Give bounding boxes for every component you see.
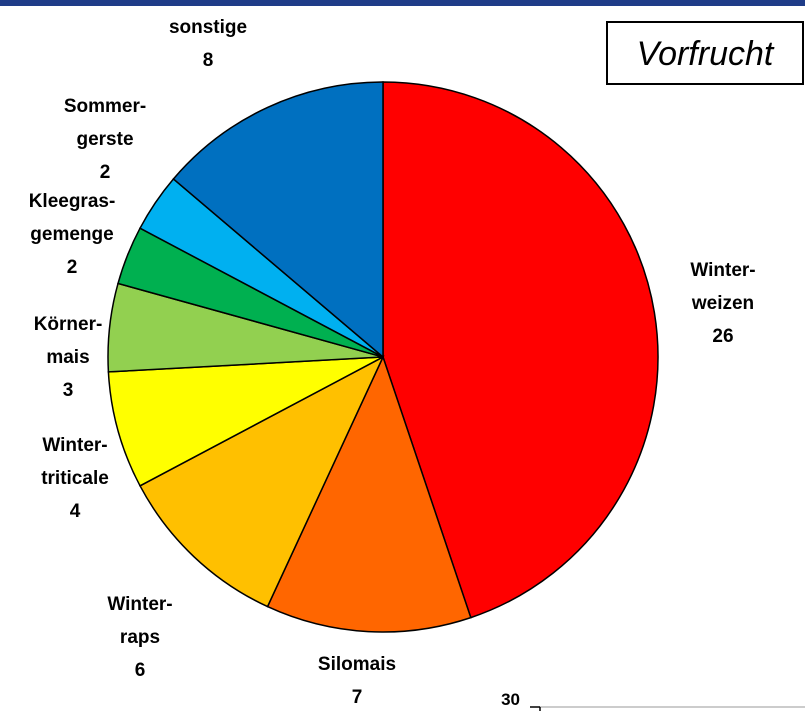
pie-slice <box>382 81 659 619</box>
pie-slice <box>107 356 384 487</box>
slice-label: Silomais <box>318 654 396 675</box>
slice-label: Kleegras-gemenge <box>29 191 116 245</box>
slice-value: 3 <box>63 380 74 401</box>
slice-value: 26 <box>712 326 733 347</box>
slice-value: 2 <box>67 257 78 278</box>
slice-value: 7 <box>352 687 363 708</box>
slice-value: 4 <box>70 501 81 522</box>
slice-value: 2 <box>100 162 111 183</box>
slice-value: 6 <box>135 660 146 681</box>
slice-label: Sommer-gerste <box>64 96 146 150</box>
slice-label: Winter-raps <box>107 594 172 648</box>
title-box <box>606 21 804 85</box>
pie-slice <box>266 354 472 633</box>
slice-label: sonstige <box>169 17 247 38</box>
y-tick-label: 30 <box>501 690 520 709</box>
slice-label: Winter-triticale <box>41 435 109 489</box>
pie-slice <box>172 81 384 359</box>
slice-value: 8 <box>203 50 214 71</box>
slice-label: Winter-weizen <box>690 260 755 314</box>
slice-label: Körner-mais <box>34 314 103 368</box>
chart-title: Vorfrucht <box>637 35 775 73</box>
top-bar <box>0 0 805 6</box>
pie-slice <box>139 355 385 608</box>
